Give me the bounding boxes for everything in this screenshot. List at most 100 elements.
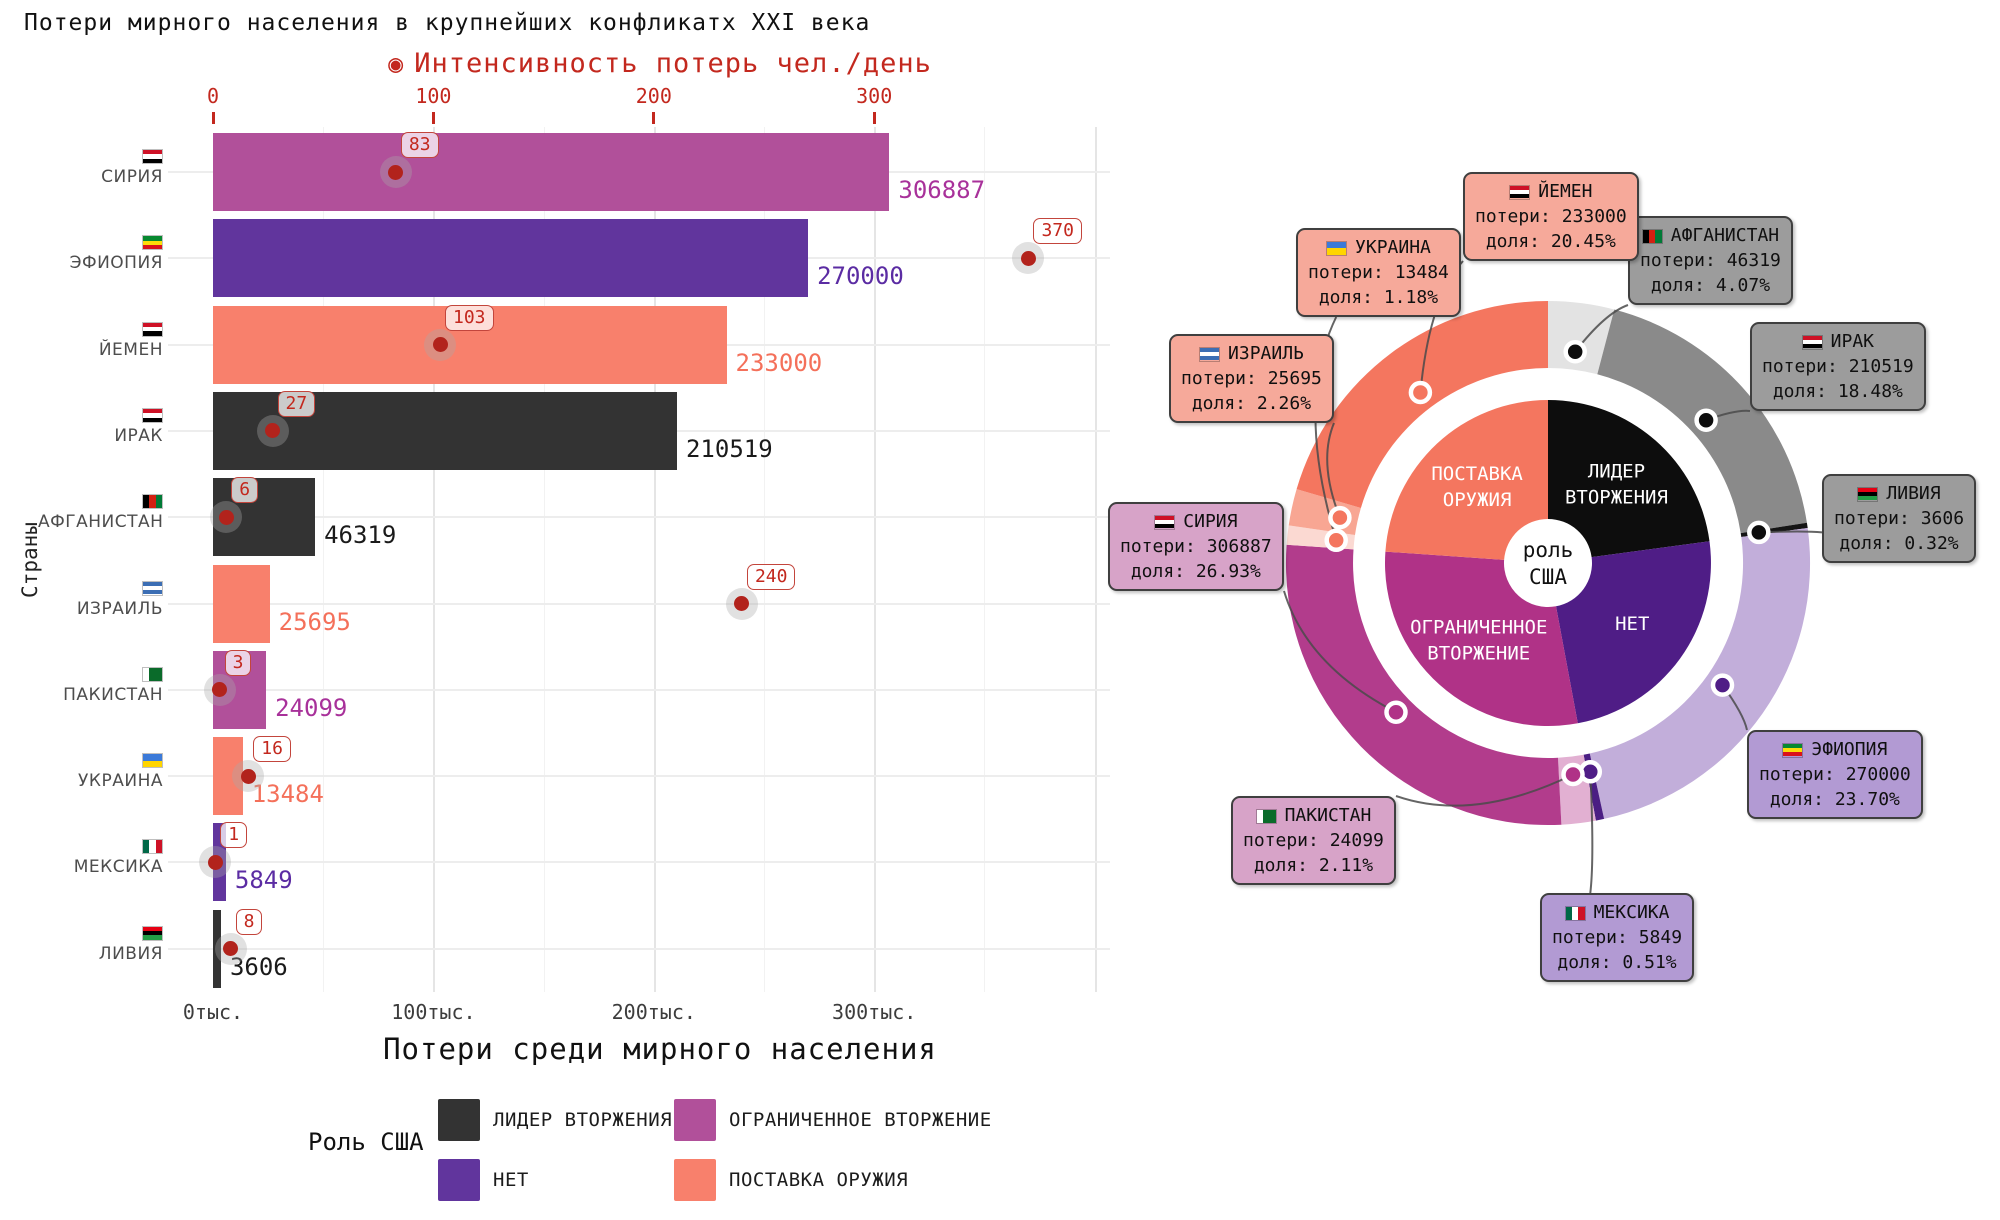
donut-marker-ukraine[interactable]: [1324, 528, 1348, 553]
intensity-dot-ukraine[interactable]: [240, 768, 256, 784]
callout-losses-iraq: потери: 210519: [1762, 356, 1914, 377]
donut-outer-syria[interactable]: [1285, 544, 1562, 826]
intensity-tick-label: 0: [206, 84, 220, 108]
bar-ethiopia[interactable]: [213, 219, 809, 298]
country-label-ethiopia: ЭФИОПИЯ: [69, 253, 163, 274]
intensity-dot-icon: ◉: [388, 49, 405, 78]
legend-label-no: НЕТ: [493, 1169, 529, 1191]
flag-israel-icon: [142, 580, 163, 596]
callout-libya[interactable]: ЛИВИЯ потери: 3606 доля: 0.32%: [1822, 474, 1977, 563]
y-tick-yemen: ЙЕМЕН: [38, 319, 163, 360]
callout-losses-afghanistan: потери: 46319: [1640, 250, 1781, 271]
intensity-dot-yemen[interactable]: [432, 337, 448, 353]
callout-pakistan[interactable]: ПАКИСТАН потери: 24099 доля: 2.11%: [1231, 796, 1396, 885]
legend-item-no[interactable]: НЕТ: [438, 1158, 674, 1202]
y-tick-mexico: МЕКСИКА: [38, 836, 163, 877]
y-tick-syria: СИРИЯ: [38, 146, 163, 187]
legend-item-limited[interactable]: ОГРАНИЧЕННОЕ ВТОРЖЕНИЕ: [674, 1098, 1094, 1142]
donut-inner-supply[interactable]: [1385, 400, 1548, 560]
callout-title-libya: ЛИВИЯ: [1834, 481, 1964, 506]
intensity-tick-mark: [872, 112, 876, 124]
callout-title-pakistan: ПАКИСТАН: [1243, 803, 1384, 828]
y-tick-pakistan: ПАКИСТАН: [38, 664, 163, 705]
intensity-tick-label: 200: [635, 84, 672, 108]
callout-mexico[interactable]: МЕКСИКА потери: 5849 доля: 0.51%: [1540, 893, 1695, 982]
callout-title-afghanistan: АФГАНИСТАН: [1640, 223, 1781, 248]
gridline-vertical: [1094, 127, 1097, 992]
bar-value-israel: 25695: [278, 607, 351, 636]
intensity-axis-label: Интенсивность потерь чел./день: [414, 48, 932, 79]
callout-iraq[interactable]: ИРАК потери: 210519 доля: 18.48%: [1750, 322, 1926, 411]
callout-losses-pakistan: потери: 24099: [1243, 830, 1384, 851]
intensity-dot-syria[interactable]: [388, 164, 404, 180]
bar-syria[interactable]: [213, 133, 890, 211]
gridline-vertical: [984, 127, 986, 992]
intensity-dot-ethiopia[interactable]: [1020, 250, 1036, 266]
gridline-horizontal: [168, 947, 1110, 950]
intensity-label-israel: 240: [746, 563, 796, 590]
donut-inner-limited[interactable]: [1384, 551, 1578, 727]
flag-libya-icon: [1857, 486, 1879, 502]
legend-swatch-leader: [438, 1099, 480, 1141]
callout-share-yemen: доля: 20.45%: [1485, 231, 1616, 252]
callout-losses-syria: потери: 306887: [1120, 536, 1272, 557]
donut-outer-ethiopia[interactable]: [1589, 528, 1811, 819]
intensity-label-iraq: 27: [277, 390, 316, 417]
callout-syria[interactable]: СИРИЯ потери: 306887 доля: 26.93%: [1108, 502, 1284, 591]
country-label-mexico: МЕКСИКА: [73, 857, 163, 878]
callout-share-syria: доля: 26.93%: [1130, 561, 1261, 582]
legend-label-limited: ОГРАНИЧЕННОЕ ВТОРЖЕНИЕ: [729, 1109, 992, 1131]
donut-inner-leader[interactable]: [1548, 400, 1710, 558]
donut-marker-iraq[interactable]: [1694, 408, 1718, 432]
donut-marker-yemen[interactable]: [1408, 380, 1433, 405]
donut-marker-israel[interactable]: [1328, 505, 1352, 530]
callout-ukraine[interactable]: УКРАИНА потери: 13484 доля: 1.18%: [1296, 228, 1461, 317]
callout-title-ukraine: УКРАИНА: [1308, 235, 1449, 260]
flag-libya-icon: [142, 925, 163, 941]
donut-marker-pakistan[interactable]: [1561, 762, 1585, 787]
legend-item-leader[interactable]: ЛИДЕР ВТОРЖЕНИЯ: [438, 1098, 674, 1142]
intensity-dot-israel[interactable]: [734, 596, 750, 611]
bar-value-ukraine: 13484: [251, 780, 324, 809]
intensity-tick-label: 100: [415, 84, 452, 108]
intensity-dot-mexico[interactable]: [207, 854, 223, 870]
legend-label-supply: ПОСТАВКА ОРУЖИЯ: [729, 1169, 909, 1191]
intensity-dot-afghanistan[interactable]: [218, 509, 234, 525]
callout-yemen[interactable]: ЙЕМЕН потери: 233000 доля: 20.45%: [1463, 172, 1639, 261]
bar-israel[interactable]: [213, 564, 270, 643]
callout-israel[interactable]: ИЗРАИЛЬ потери: 25695 доля: 2.26%: [1169, 334, 1334, 423]
y-tick-ukraine: УКРАИНА: [38, 750, 163, 791]
intensity-label-syria: 83: [400, 132, 439, 158]
legend-title: Роль США: [308, 1128, 424, 1156]
gridline-horizontal: [168, 602, 1110, 605]
donut-inner-no[interactable]: [1556, 541, 1711, 724]
intensity-label-pakistan: 3: [224, 649, 252, 676]
callout-title-yemen: ЙЕМЕН: [1475, 179, 1627, 204]
intensity-label-yemen: 103: [445, 304, 494, 331]
donut-marker-afghanistan[interactable]: [1563, 339, 1587, 364]
callout-share-libya: доля: 0.32%: [1839, 533, 1959, 554]
loss-tick-label: 100тыс.: [391, 1000, 476, 1024]
intensity-tick-mark: [211, 112, 215, 124]
bar-ukraine[interactable]: [213, 737, 243, 816]
callout-ethiopia[interactable]: ЭФИОПИЯ потери: 270000 доля: 23.70%: [1747, 730, 1923, 819]
intensity-dot-libya[interactable]: [223, 941, 239, 957]
callout-afghanistan[interactable]: АФГАНИСТАН потери: 46319 доля: 4.07%: [1628, 216, 1793, 305]
bar-value-mexico: 5849: [234, 866, 293, 895]
legend-swatch-no: [438, 1159, 480, 1201]
intensity-dot-pakistan[interactable]: [212, 682, 228, 698]
legend-swatch-limited: [674, 1099, 716, 1141]
intensity-dot-iraq[interactable]: [265, 423, 280, 439]
bar-libya[interactable]: [213, 909, 221, 988]
donut-marker-syria[interactable]: [1384, 700, 1408, 724]
donut-outer-yemen[interactable]: [1296, 301, 1548, 508]
legend-item-supply[interactable]: ПОСТАВКА ОРУЖИЯ: [674, 1158, 1094, 1202]
flag-mexico-icon: [142, 839, 163, 855]
donut-marker-ethiopia[interactable]: [1710, 673, 1735, 697]
callout-losses-ukraine: потери: 13484: [1308, 262, 1449, 283]
y-tick-israel: ИЗРАИЛЬ: [38, 578, 163, 619]
leader-line-mexico: [1589, 771, 1594, 894]
donut-marker-libya[interactable]: [1747, 520, 1771, 545]
gridline-vertical: [323, 127, 325, 992]
